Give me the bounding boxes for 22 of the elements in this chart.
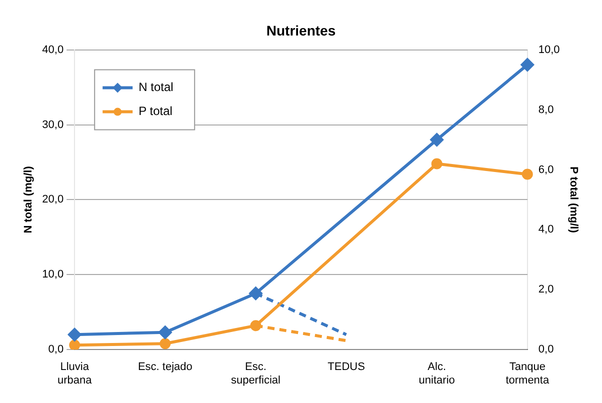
y2-tick-label: 6,0 <box>538 164 554 176</box>
y-axis-title: N total (mg/l) <box>22 166 35 234</box>
y-tick-label: 30,0 <box>42 118 64 131</box>
y-tick-label: 20,0 <box>42 194 64 206</box>
y2-tick-label: 4,0 <box>538 224 554 236</box>
legend-label: P total <box>138 104 172 118</box>
x-tick-label: Esc. tejado <box>138 361 192 374</box>
y2-tick-label: 10,0 <box>538 44 560 56</box>
x-tick-label: TEDUS <box>328 361 365 374</box>
x-tick-label: Lluvia urbana <box>57 361 93 386</box>
y-tick-label: 10,0 <box>42 268 64 281</box>
y-tick-label: 0,0 <box>48 344 64 356</box>
x-tick-label: Esc. superficial <box>230 361 280 386</box>
y-tick-label: 40,0 <box>42 44 64 56</box>
y2-tick-label: 2,0 <box>538 284 554 296</box>
x-tick-label: Alc. unitario <box>418 361 455 386</box>
y2-tick-label: 8,0 <box>538 104 554 116</box>
y2-axis-title: P total (mg/l) <box>567 166 580 234</box>
legend-label: N total <box>138 80 174 94</box>
y2-tick-label: 0,0 <box>538 344 554 356</box>
chart-title: Nutrientes <box>266 22 336 38</box>
x-tick-label: Tanque tormenta <box>506 361 550 386</box>
